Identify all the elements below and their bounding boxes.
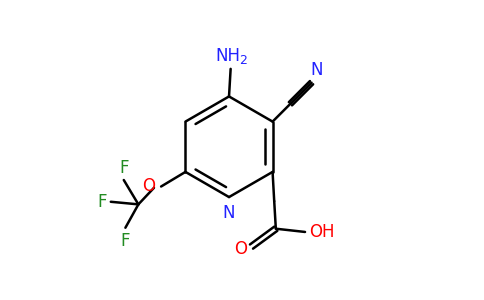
Text: N: N [223, 204, 235, 222]
Text: F: F [97, 193, 107, 211]
Text: OH: OH [309, 223, 334, 241]
Text: O: O [142, 177, 155, 195]
Text: F: F [119, 159, 129, 177]
Text: N: N [310, 61, 323, 79]
Text: F: F [121, 232, 130, 250]
Text: 2: 2 [239, 54, 247, 67]
Text: O: O [235, 240, 248, 258]
Text: NH: NH [215, 47, 240, 65]
